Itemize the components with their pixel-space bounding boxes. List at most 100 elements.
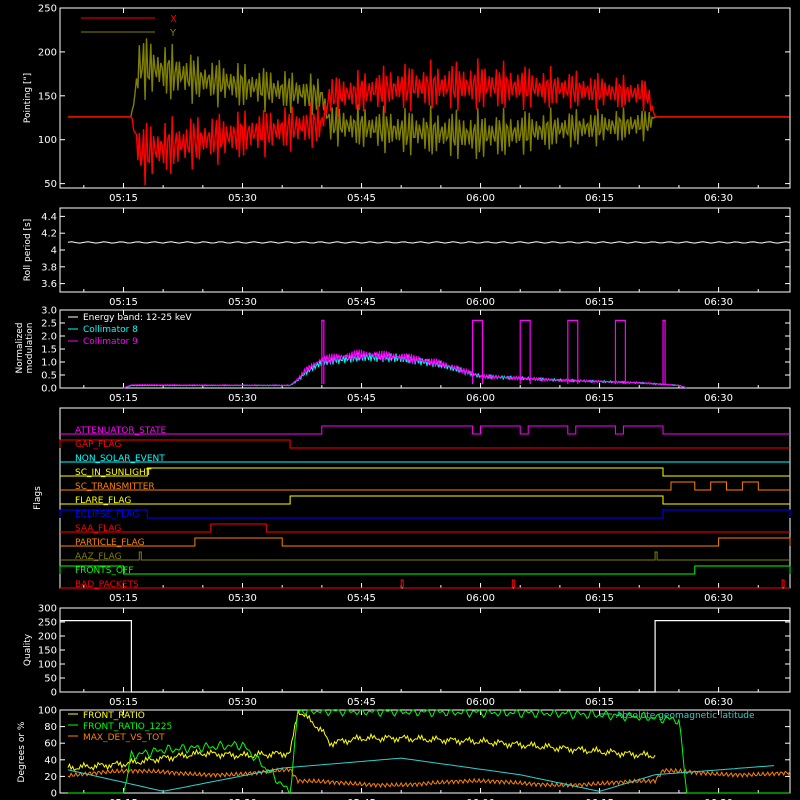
flag-line-eclipse_flag <box>59 509 791 519</box>
modulation-x-tick-label: 06:00 <box>466 393 495 404</box>
quality-x-tick-label: 06:30 <box>704 697 733 708</box>
ratios-series-1 <box>67 709 790 795</box>
flag-label: SC_IN_SUNLIGHT <box>75 468 152 478</box>
flag-line-attenuator_state <box>60 425 790 435</box>
legend-geomagnetic-latitude: Absolute geomagnetic latitude <box>616 711 755 721</box>
pointing-y-axis-label: Pointing ["] <box>23 73 33 123</box>
quality-x-tick-label: 06:00 <box>466 697 495 708</box>
quality-x-tick-label: 06:15 <box>585 697 614 708</box>
pointing-panel: Pointing ["] X Y 05:15 05:30 05:45 06:00 06:… <box>23 4 791 204</box>
quality-series <box>60 620 790 693</box>
modulation-y-axis-label-line1: Normalized <box>15 322 25 373</box>
flag-line-flare_flag <box>60 495 790 505</box>
roll-y-tick-label: 4.2 <box>41 229 57 240</box>
pointing-y-tick-label: 50 <box>44 179 57 190</box>
modulation-x-tick-label: 05:30 <box>228 393 257 404</box>
legend-energy-band: Energy band: 12-25 keV <box>83 313 192 323</box>
quality-y-axis-label: Quality <box>23 633 33 666</box>
modulation-spike-4 <box>614 319 626 385</box>
ratios-series-2 <box>67 767 791 789</box>
quality-x-tick-label: 05:15 <box>109 697 138 708</box>
flags-x-tick-label: 05:15 <box>109 593 138 604</box>
ratios-x-tick-label: 06:00 <box>466 798 495 800</box>
quality-y-tick-label: 150 <box>38 646 57 657</box>
roll-y-tick-label: 4 <box>51 246 57 257</box>
modulation-x-tick-label: 05:15 <box>109 393 138 404</box>
pointing-x-tick-label: 06:30 <box>704 193 733 204</box>
flag-label: PARTICLE_FLAG <box>75 538 145 548</box>
flag-label: SAA_FLAG <box>75 524 121 534</box>
ratios-x-tick-label: 05:30 <box>228 798 257 800</box>
pointing-y-tick-label: 200 <box>38 47 57 58</box>
flag-label: FRONTS_OFF <box>75 566 133 576</box>
flag-line-fronts_off <box>59 565 791 575</box>
flag-label: ECLIPSE_FLAG <box>75 510 139 520</box>
legend-front-ratio: FRONT_RATIO <box>83 711 145 721</box>
roll-x-tick-label: 05:30 <box>228 297 257 308</box>
flags-x-tick-label: 06:00 <box>466 593 495 604</box>
ratios-y-tick-label: 60 <box>44 739 57 750</box>
ratios-x-tick-label: 05:45 <box>347 798 376 800</box>
flag-line-sc_in_sunlight <box>60 467 790 477</box>
ratios-frame <box>59 709 791 794</box>
roll-period-series <box>67 241 791 244</box>
pointing-x-tick-label: 06:15 <box>585 193 614 204</box>
pointing-y-tick-label: 100 <box>38 135 57 146</box>
modulation-y-tick-label: 0.5 <box>41 371 57 382</box>
modulation-y-tick-label: 2.5 <box>41 319 57 330</box>
modulation-y-tick-label: 3.0 <box>41 306 57 317</box>
roll-y-axis-label: Roll period [s] <box>23 219 33 281</box>
flags-x-tick-label: 05:30 <box>228 593 257 604</box>
modulation-panel: Normalized modulation Energy band: 12-25… <box>15 306 791 404</box>
ratios-x-tick-label: 06:15 <box>585 798 614 800</box>
modulation-y-axis-label-line2: modulation <box>25 323 35 374</box>
quality-y-tick-label: 200 <box>38 632 57 643</box>
ratios-x-tick-label: 05:15 <box>109 798 138 800</box>
pointing-frame <box>59 7 791 189</box>
pointing-x-tick-label: 05:45 <box>347 193 376 204</box>
quality-x-tick-label: 05:45 <box>347 697 376 708</box>
modulation-series-1 <box>123 349 687 389</box>
legend-y-label: Y <box>169 28 177 39</box>
flag-line-particle_flag <box>60 537 791 547</box>
pointing-series-X <box>67 58 790 186</box>
quality-y-tick-label: 100 <box>38 660 57 671</box>
flag-label: GAP_FLAG <box>75 440 121 450</box>
flag-line-gap_flag <box>59 439 790 449</box>
ratios-x-tick-label: 06:30 <box>704 798 733 800</box>
pointing-x-tick-label: 06:00 <box>466 193 495 204</box>
modulation-y-tick-label: 0.0 <box>41 384 57 395</box>
pointing-x-tick-label: 05:15 <box>109 193 138 204</box>
flag-label: FLARE_FLAG <box>75 496 131 506</box>
pointing-legend: X Y <box>81 14 177 39</box>
modulation-x-tick-label: 06:30 <box>704 393 733 404</box>
flag-label: SC_TRANSMITTER <box>75 482 155 492</box>
flag-line-sc_transmitter <box>60 481 790 491</box>
flags-y-axis-label: Flags <box>33 486 43 510</box>
roll-x-tick-label: 05:45 <box>347 297 376 308</box>
modulation-spike-1 <box>472 319 484 385</box>
flag-line-aaz_flag <box>60 551 790 561</box>
legend-x-label: X <box>170 14 177 25</box>
modulation-x-tick-label: 05:45 <box>347 393 376 404</box>
modulation-spike-0 <box>321 319 325 385</box>
legend-front-ratio-1225: FRONT_RATIO_1225 <box>83 722 172 732</box>
ratios-y-tick-label: 80 <box>44 722 57 733</box>
quality-x-tick-label: 05:30 <box>228 697 257 708</box>
roll-y-tick-label: 4.4 <box>41 212 57 223</box>
roll-period-panel: Roll period [s] 05:15 05:30 05:45 06:00 06:1… <box>23 207 791 308</box>
quality-y-tick-label: 50 <box>44 674 57 685</box>
quality-y-tick-label: 300 <box>38 604 57 615</box>
roll-x-tick-label: 06:00 <box>466 297 495 308</box>
flag-label: NON_SOLAR_EVENT <box>75 454 165 464</box>
roll-y-tick-label: 3.6 <box>41 279 57 290</box>
quality-y-tick-label: 0 <box>51 688 57 699</box>
modulation-legend: Energy band: 12-25 keV Collimator 8 Coll… <box>68 313 192 347</box>
pointing-y-tick-label: 250 <box>38 4 57 15</box>
flags-x-tick-label: 06:15 <box>585 593 614 604</box>
pointing-y-tick-label: 150 <box>38 91 57 102</box>
ratios-y-tick-label: 0 <box>51 789 57 800</box>
modulation-y-tick-label: 1.0 <box>41 358 57 369</box>
ratios-series-0 <box>67 709 656 772</box>
